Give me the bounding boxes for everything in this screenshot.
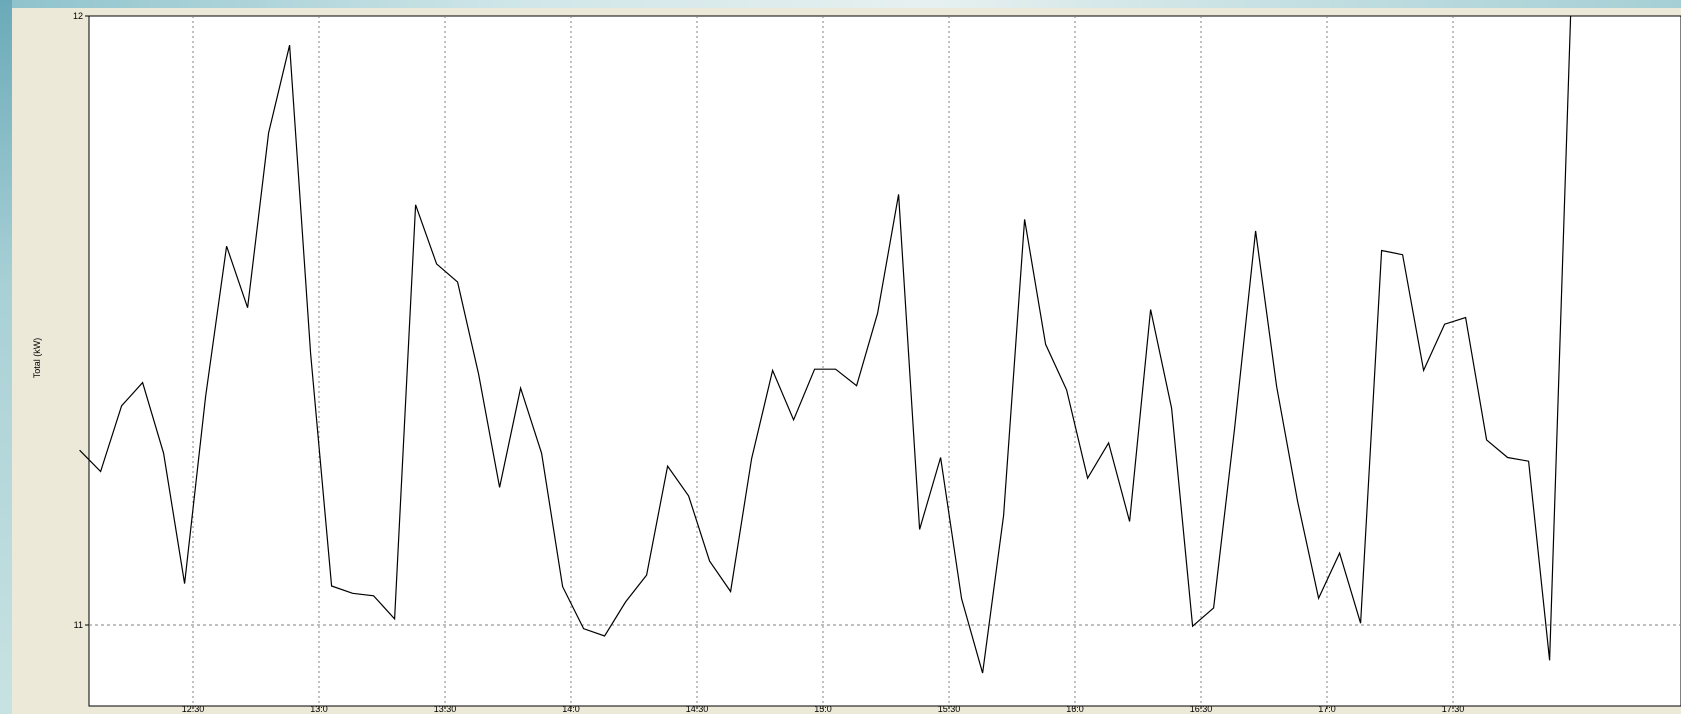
y-axis-ticks: 12 11 (73, 11, 89, 630)
y-axis-label: Total (kW) (32, 338, 42, 379)
x-tick-label: 14:30 (686, 704, 709, 714)
y-tick-label: 12 (73, 11, 83, 21)
x-tick-label: 15:30 (938, 704, 961, 714)
x-tick-label: 15:0 (814, 704, 832, 714)
x-tick-label: 13:30 (434, 704, 457, 714)
background-top-strip (12, 0, 1681, 8)
x-tick-label: 17:30 (1442, 704, 1465, 714)
series-line-total (79, 15, 1572, 674)
x-tick-label: 13:0 (310, 704, 328, 714)
x-axis-ticks: 12:30 13:0 13:30 14:0 14:30 15:0 15:30 16:0 16:3… (182, 704, 1465, 714)
x-tick-label: 12:30 (182, 704, 205, 714)
background-left-strip (0, 0, 12, 714)
x-tick-label: 16:30 (1190, 704, 1213, 714)
vertical-gridlines (192, 16, 1454, 706)
y-tick-label: 11 (74, 620, 83, 630)
plot-area (88, 15, 1681, 707)
x-tick-label: 16:0 (1066, 704, 1084, 714)
x-tick-label: 17:0 (1318, 704, 1336, 714)
x-tick-label: 14:0 (562, 704, 580, 714)
